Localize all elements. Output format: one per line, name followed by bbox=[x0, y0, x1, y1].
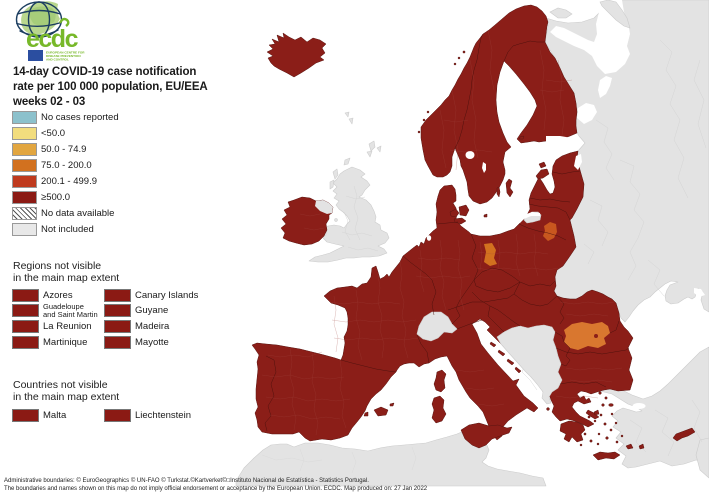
svg-text:DISEASE PREVENTION: DISEASE PREVENTION bbox=[46, 54, 81, 58]
svg-text:EUROPEAN CENTRE FOR: EUROPEAN CENTRE FOR bbox=[46, 51, 85, 55]
svg-text:ecdc: ecdc bbox=[26, 25, 79, 53]
svg-text:AND CONTROL: AND CONTROL bbox=[46, 58, 69, 62]
